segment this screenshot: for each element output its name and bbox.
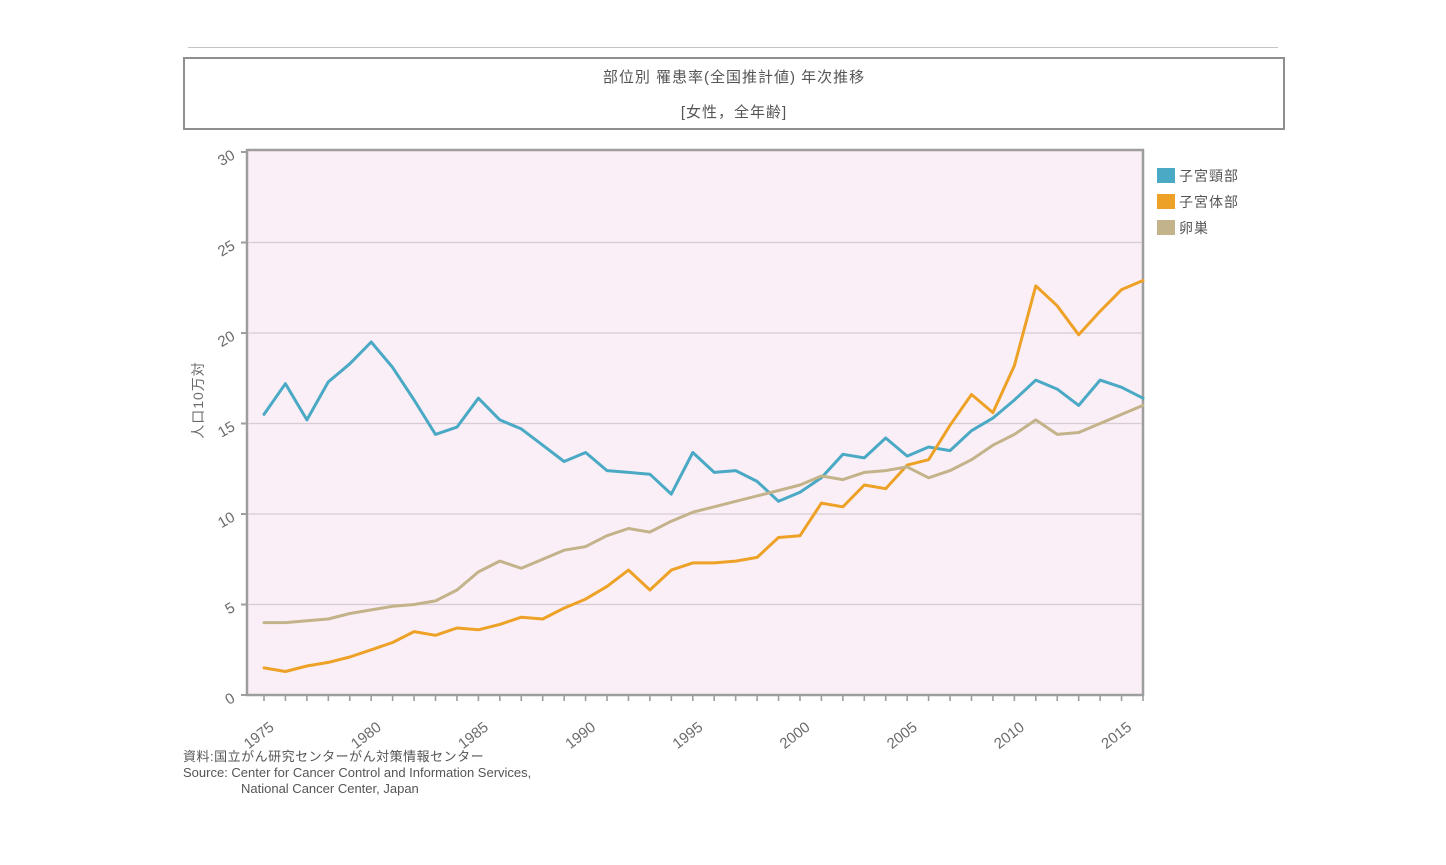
x-tick-label-1985: 1985: [455, 719, 492, 753]
legend-item-cervix: 子宮頸部: [1157, 167, 1239, 184]
x-tick-label-2015: 2015: [1098, 719, 1135, 753]
chart-subtitle: [女性，全年齢]: [680, 104, 788, 121]
chart-title-box: 部位別 罹患率(全国推計値) 年次推移 [女性，全年齢]: [183, 57, 1285, 130]
legend-label-ovary: 卵巣: [1179, 219, 1209, 236]
source-line-en1: Source: Center for Cancer Control and In…: [183, 765, 532, 780]
legend-swatch-corpus-icon: [1157, 194, 1175, 209]
legend-swatch-cervix-icon: [1157, 168, 1175, 183]
x-tick-label-2005: 2005: [884, 719, 921, 753]
legend-swatch-ovary-icon: [1157, 220, 1175, 235]
chart-title: 部位別 罹患率(全国推計値) 年次推移: [602, 69, 866, 86]
series-line-0: [262, 340, 1145, 503]
y-tick-label: 20: [215, 328, 238, 351]
legend-label-corpus: 子宮体部: [1179, 193, 1239, 210]
y-tick-label: 30: [215, 147, 238, 170]
y-tick-label: 0: [222, 690, 238, 709]
x-tick-label-2000: 2000: [777, 719, 814, 753]
x-tick-label-1980: 1980: [348, 719, 385, 753]
legend-item-corpus: 子宮体部: [1157, 193, 1239, 210]
y-tick-label: 25: [215, 237, 238, 260]
y-tick-label: 5: [222, 599, 238, 618]
source-line-en2: National Cancer Center, Japan: [241, 781, 419, 796]
series-line-2: [262, 403, 1145, 625]
x-tick-label-1990: 1990: [562, 719, 599, 753]
x-tick-label-2010: 2010: [991, 719, 1028, 753]
y-tick-label: 10: [215, 509, 238, 532]
y-axis-title: 人口10万対: [190, 361, 206, 439]
top-divider-line: [188, 47, 1278, 48]
legend-item-ovary: 卵巣: [1157, 219, 1239, 236]
plot-frame: [245, 148, 1145, 697]
legend-label-cervix: 子宮頸部: [1179, 167, 1239, 184]
legend: 子宮頸部 子宮体部 卵巣: [1157, 167, 1239, 245]
series-line-1: [262, 279, 1145, 673]
x-tick-label-1975: 1975: [241, 719, 278, 753]
source-note: 資料:国立がん研究センターがん対策情報センター Source: Center f…: [183, 749, 531, 797]
x-tick-label-1995: 1995: [669, 719, 706, 753]
source-line-jp: 資料:国立がん研究センターがん対策情報センター: [183, 749, 485, 764]
y-tick-label: 15: [215, 418, 238, 441]
